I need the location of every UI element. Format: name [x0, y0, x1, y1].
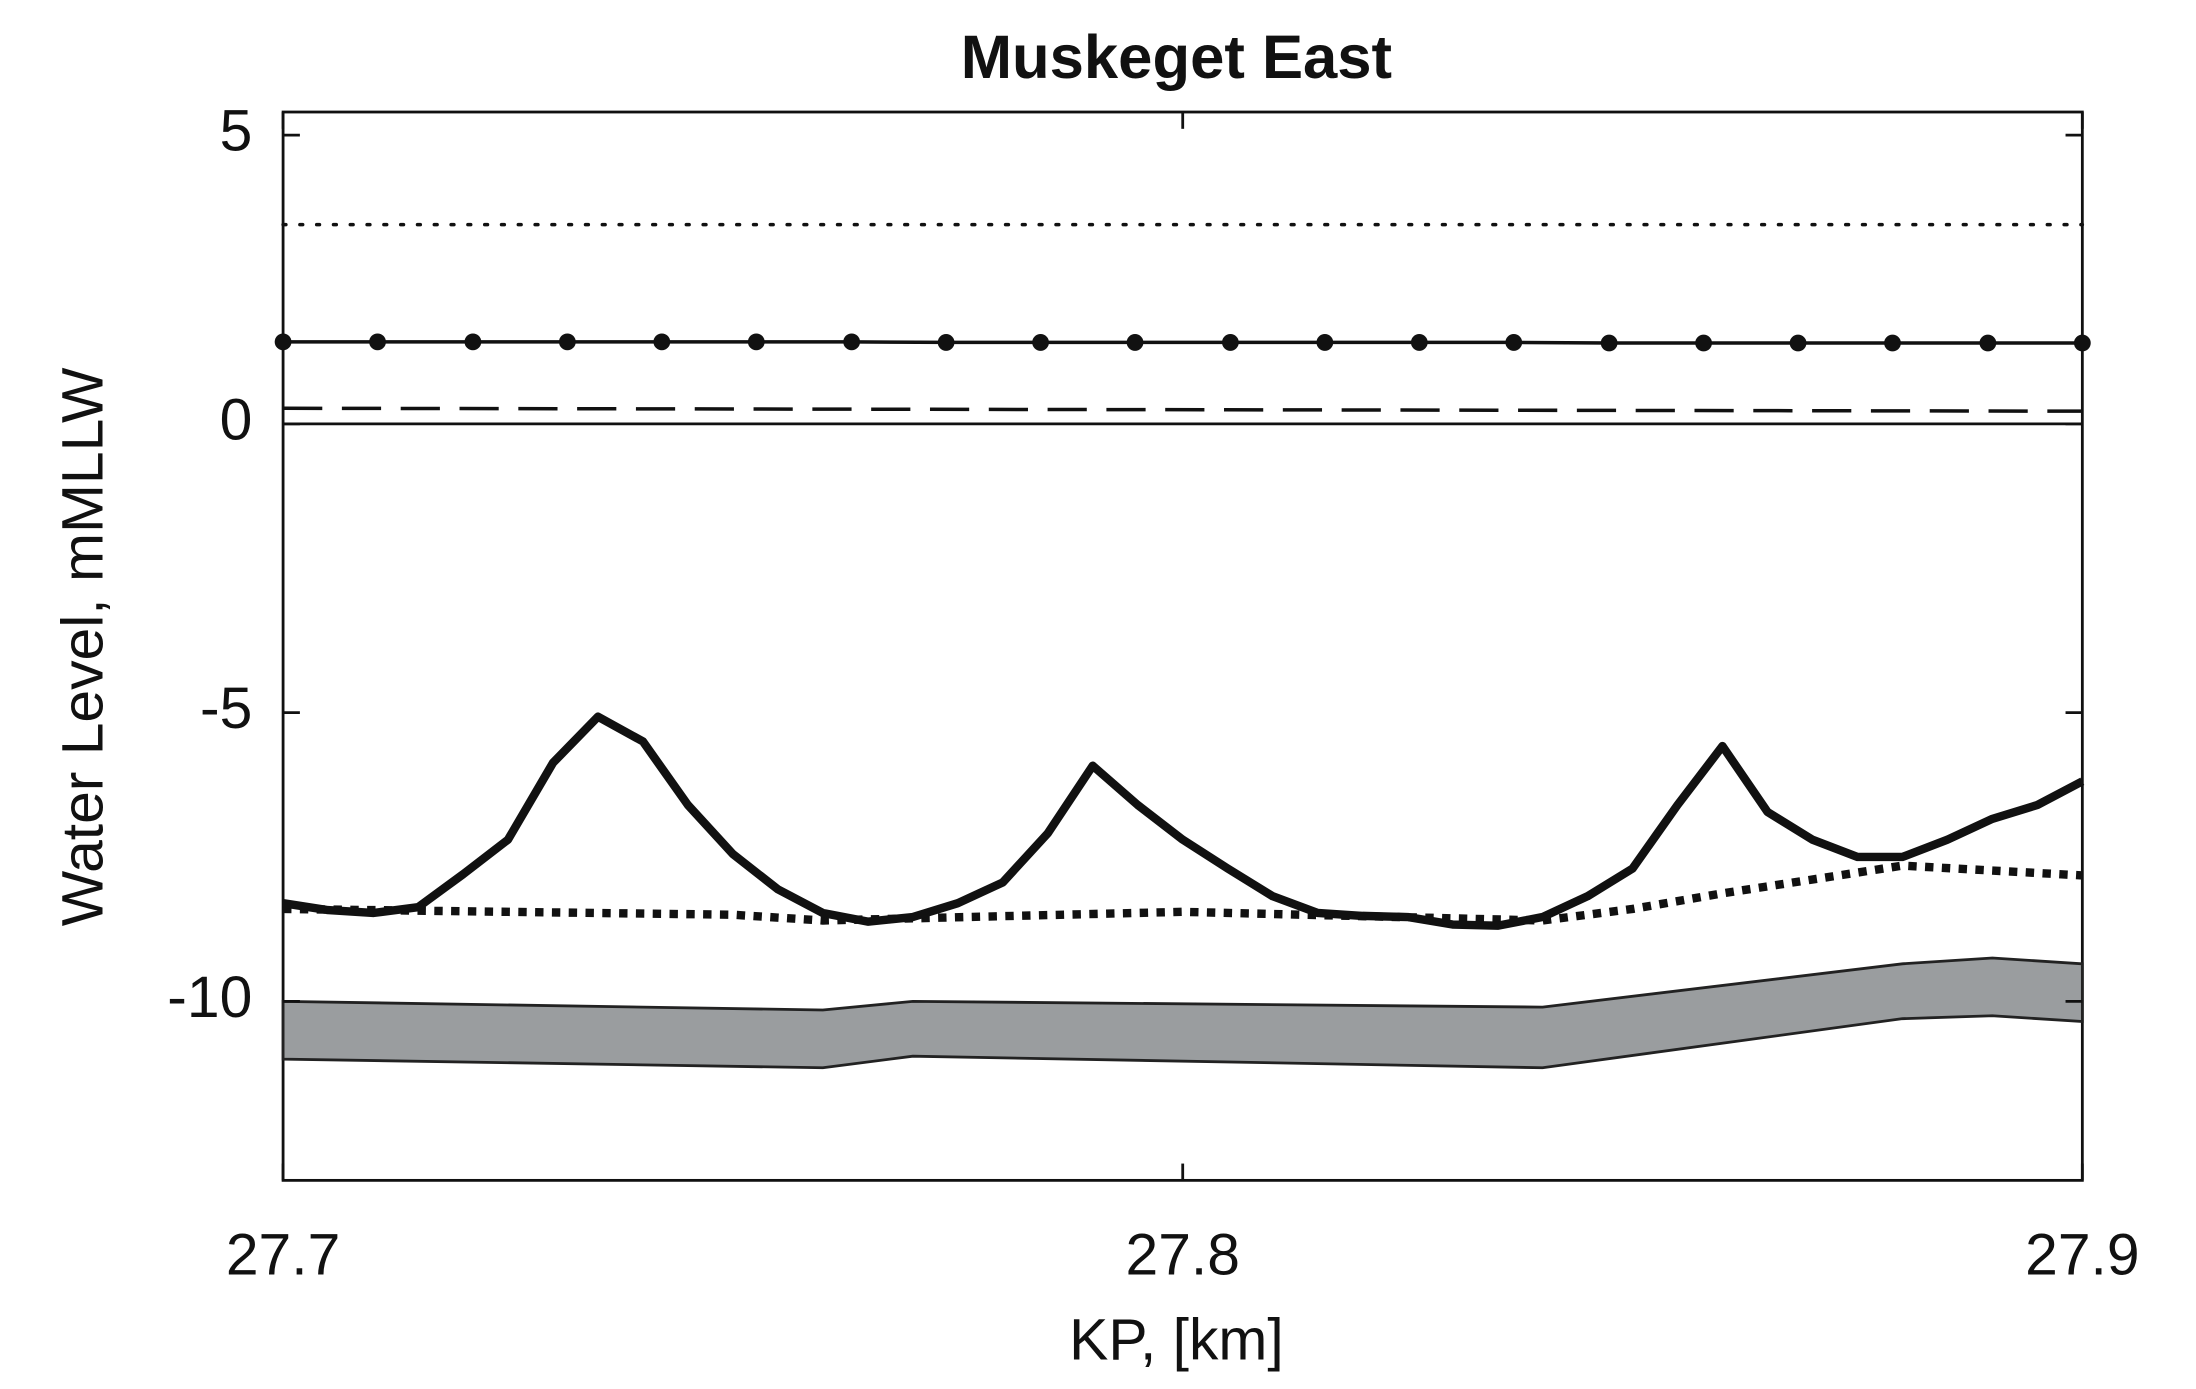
y-tick-label: 5	[220, 99, 253, 164]
series-line	[283, 406, 2083, 413]
series-line	[283, 861, 2083, 925]
band	[281, 956, 2084, 1070]
series-line	[283, 340, 2083, 345]
y-tick-label: 0	[220, 387, 253, 452]
marker	[1126, 334, 1144, 351]
marker	[937, 334, 955, 351]
marker	[1979, 334, 1997, 352]
marker	[843, 333, 861, 351]
y-axis-label: Water Level, mMLLW	[51, 367, 116, 926]
marker	[1316, 334, 1334, 351]
marker	[747, 333, 765, 351]
marker	[274, 333, 292, 351]
marker	[1600, 334, 1618, 352]
marker	[558, 333, 576, 351]
marker	[653, 333, 671, 351]
marker	[1221, 334, 1239, 351]
marker	[1505, 334, 1523, 351]
x-tick-label: 27.7	[226, 1222, 340, 1287]
marker	[1695, 334, 1712, 352]
marker	[2073, 334, 2091, 352]
y-tick-label: -10	[167, 965, 252, 1030]
series-line	[282, 712, 2085, 930]
marker	[1884, 334, 1901, 352]
x-axis-label: KP, [km]	[1069, 1308, 1284, 1373]
marker	[1410, 334, 1428, 351]
marker	[369, 333, 386, 351]
chart-title: Muskeget East	[961, 23, 1392, 92]
y-tick-label: -5	[200, 676, 252, 741]
marker	[1789, 334, 1807, 352]
x-tick-label: 27.9	[2025, 1222, 2139, 1287]
x-tick-label: 27.8	[1125, 1222, 1239, 1287]
marker	[1032, 334, 1049, 351]
marker	[464, 333, 482, 351]
